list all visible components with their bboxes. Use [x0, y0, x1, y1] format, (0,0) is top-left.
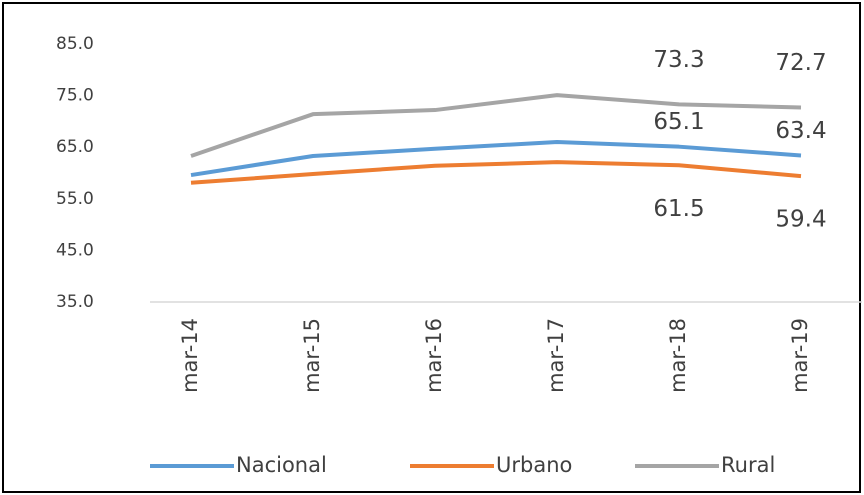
data-label: 65.1 — [653, 109, 704, 135]
data-label: 73.3 — [653, 47, 704, 73]
y-tick-label: 35.0 — [56, 292, 94, 312]
x-tick-label: mar-18 — [666, 318, 690, 393]
x-tick-label: mar-17 — [544, 318, 568, 393]
data-label: 63.4 — [775, 118, 826, 144]
data-label: 72.7 — [775, 50, 826, 76]
x-tick-label: mar-14 — [178, 318, 202, 393]
legend-label: Urbano — [496, 453, 572, 477]
series-line — [190, 160, 802, 185]
data-label: 59.4 — [775, 207, 826, 233]
data-label: 61.5 — [653, 196, 704, 222]
series-line — [190, 93, 802, 158]
y-tick-label: 55.0 — [56, 189, 94, 209]
x-tick-label: mar-15 — [300, 318, 324, 393]
legend-label: Rural — [721, 453, 775, 477]
series-line — [190, 140, 802, 178]
x-tick-label: mar-19 — [788, 318, 812, 393]
y-tick-label: 45.0 — [56, 240, 94, 260]
y-tick-label: 65.0 — [56, 137, 94, 157]
legend-label: Nacional — [236, 453, 327, 477]
y-tick-label: 75.0 — [56, 86, 94, 106]
x-tick-label: mar-16 — [422, 318, 446, 393]
y-tick-label: 85.0 — [56, 34, 94, 54]
